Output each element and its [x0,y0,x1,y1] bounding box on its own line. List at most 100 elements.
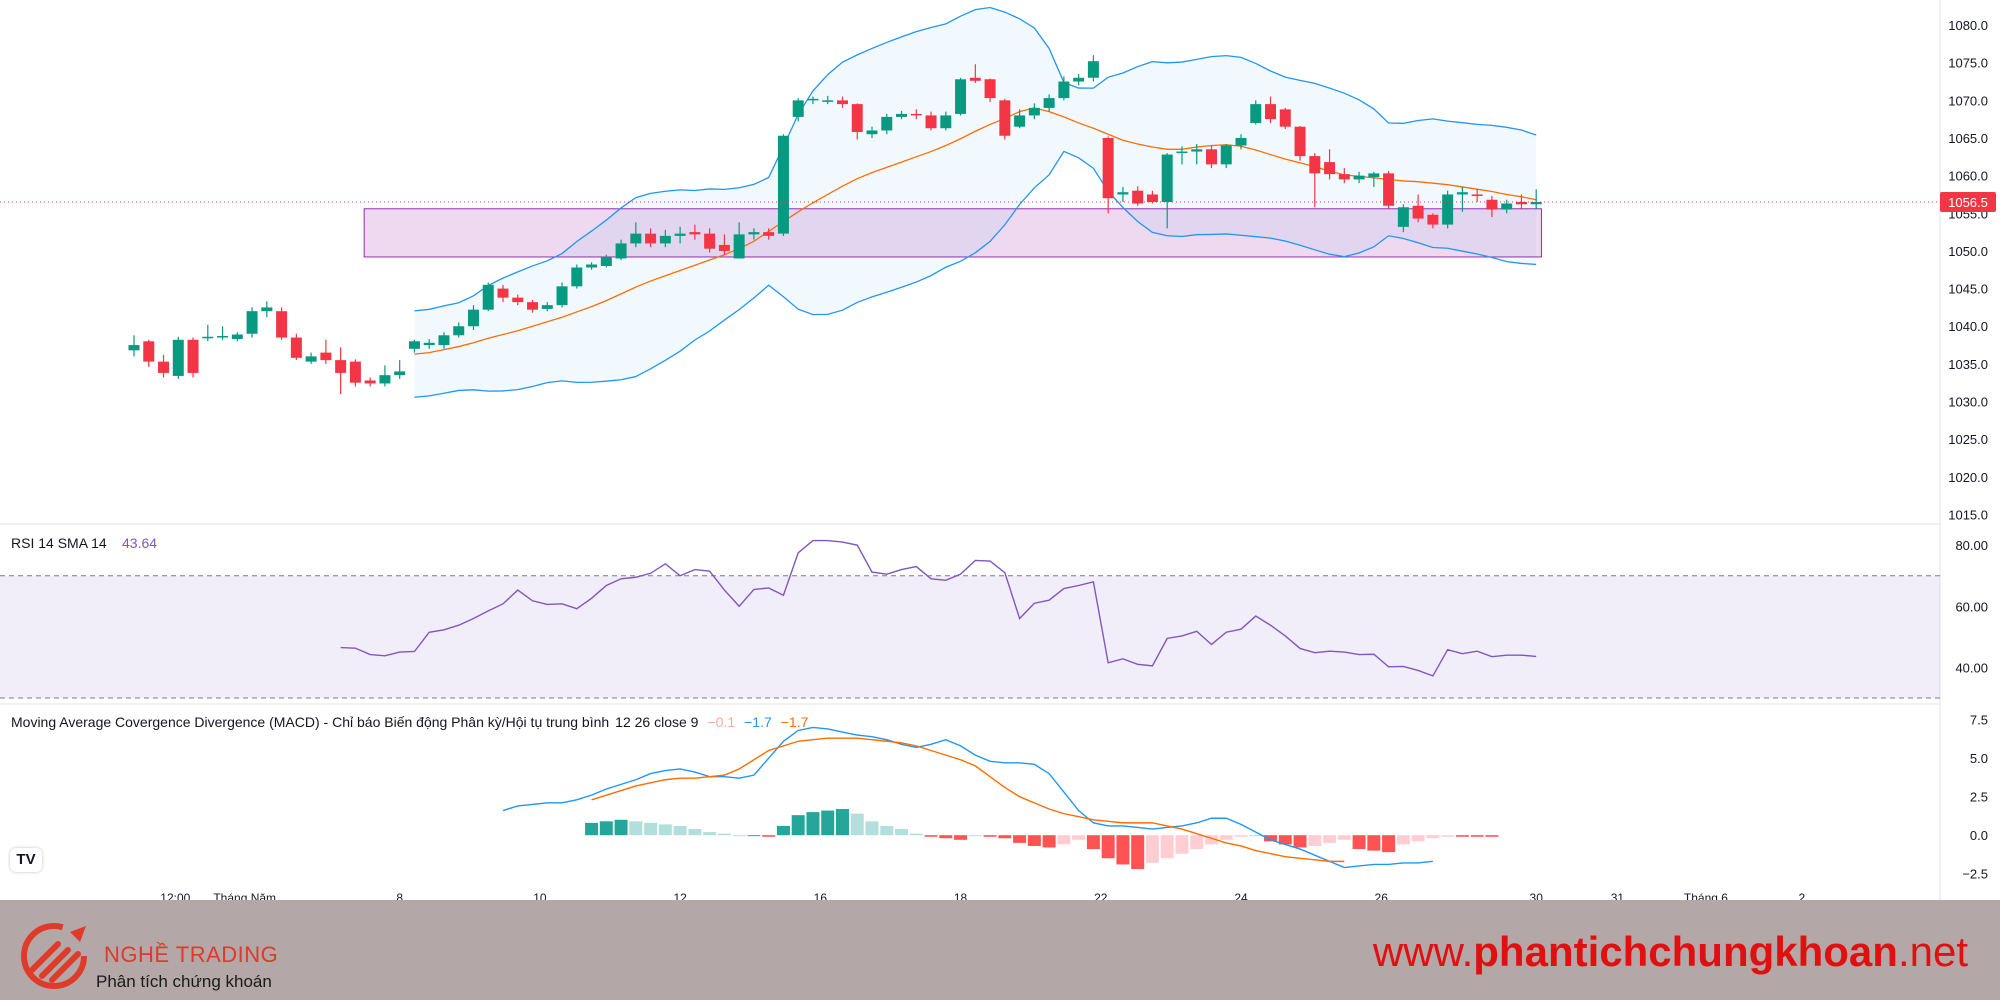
tradingview-logo-icon[interactable]: TV [10,848,42,872]
candle-body [217,336,229,338]
macd-histogram-bar [909,833,923,836]
macd-histogram-bar [1367,835,1381,851]
candle-body [1486,199,1498,210]
candle-body [586,264,598,268]
candle-body [851,104,863,132]
macd-histogram-bar [1190,835,1204,850]
candle-body [202,336,214,339]
candle-body [320,352,332,361]
macd-histogram-bar [1293,835,1307,848]
macd-histogram-bar [776,825,790,836]
macd-legend: Moving Average Covergence Divergence (MA… [11,714,809,730]
candle-body [1028,107,1040,116]
macd-histogram-bar [821,810,835,836]
candle-body [1235,138,1247,146]
trading-chart[interactable]: 1080.01075.01070.01065.01060.01055.01050… [0,0,2000,900]
macd-histogram-bar [1027,835,1041,846]
macd-histogram-bar [1426,835,1440,839]
candle-body [1383,173,1395,206]
macd-histogram-bar [614,819,628,836]
macd-value: −1.7 [744,714,772,730]
macd-histogram-bar [895,829,909,836]
candle-body [659,235,671,244]
macd-histogram-bar [1175,835,1189,854]
candle-body [1294,126,1306,157]
macd-histogram-bar [983,835,997,837]
candle-body [364,380,376,384]
candle-body [1220,145,1232,165]
candle-body [541,305,553,309]
macd-value: −1.7 [781,714,809,730]
price-tick-label: 1050.0 [1948,244,1988,259]
macd-histogram-bar [924,835,938,837]
candle-body [1102,138,1114,199]
candle-body [748,232,760,235]
candle-body [1191,149,1203,152]
macd-histogram-bar [1057,835,1071,845]
price-tick-label: 1035.0 [1948,357,1988,372]
time-tick-label: 12 [673,891,687,900]
macd-histogram-bar [1131,835,1145,870]
site-domain: phantichchungkhoan [1473,928,1898,975]
candle-body [1338,174,1350,180]
macd-histogram-bar [1441,835,1455,837]
rsi-tick-label: 40.00 [1955,660,1988,675]
candle-body [836,100,848,105]
macd-histogram-bar [865,821,879,836]
last-price-tag [1940,192,1996,212]
candle-body [969,77,981,81]
candle-body [527,302,539,310]
candle-body [1442,194,1454,225]
price-tick-label: 1025.0 [1948,432,1988,447]
macd-histogram-bar [835,809,849,836]
candle-body [172,339,184,376]
candle-body [777,135,789,234]
macd-histogram-bar [599,821,613,836]
candle-body [615,243,627,259]
macd-histogram-bar [1101,835,1115,859]
candle-body [763,232,775,236]
macd-histogram-bar [673,825,687,836]
macd-histogram-bar [791,815,805,836]
macd-histogram-bar [1382,835,1396,853]
macd-histogram-bar [1204,835,1218,845]
time-tick-label: 18 [954,891,968,900]
candle-body [467,309,479,327]
brand-name: NGHỀ TRADING [104,942,279,967]
website-link[interactable]: www.phantichchungkhoan.net [1373,928,1968,976]
candle-body [482,284,494,310]
candle-body [866,130,878,135]
macd-tick-label: −2.5 [1962,867,1988,882]
candle-body [792,100,804,117]
candle-body [335,360,347,373]
macd-histogram-bar [1160,835,1174,859]
macd-tick-label: 0.0 [1970,828,1988,843]
macd-histogram-bar [1411,835,1425,842]
time-tick-label: 31 [1611,891,1625,900]
candle-body [1073,77,1085,82]
time-tick-label: 26 [1375,891,1389,900]
macd-histogram-bar [1455,835,1469,837]
support-zone [363,208,1542,258]
macd-histogram-bar [688,829,702,836]
candle-body [512,297,524,303]
candle-body [674,233,686,236]
candle-body [438,335,450,346]
candle-body [1368,173,1380,178]
candle-body [1250,104,1262,123]
site-prefix: www. [1372,928,1474,975]
footer-banner: NGHỀ TRADING Phân tích chứng khoán www.p… [0,900,2000,1000]
macd-histogram-bar [1249,835,1263,837]
candle-body [1058,81,1070,99]
candle-body [1279,109,1291,127]
candle-body [1161,154,1173,202]
candle-body [1014,115,1026,127]
macd-histogram-bar [1337,835,1351,840]
macd-histogram-bar [806,812,820,836]
candle-body [1309,156,1321,174]
price-tick-label: 1045.0 [1948,282,1988,297]
candle-body [349,361,361,383]
price-tick-label: 1030.0 [1948,395,1988,410]
macd-histogram-bar [658,824,672,836]
time-tick-label: Tháng Năm [213,891,276,900]
